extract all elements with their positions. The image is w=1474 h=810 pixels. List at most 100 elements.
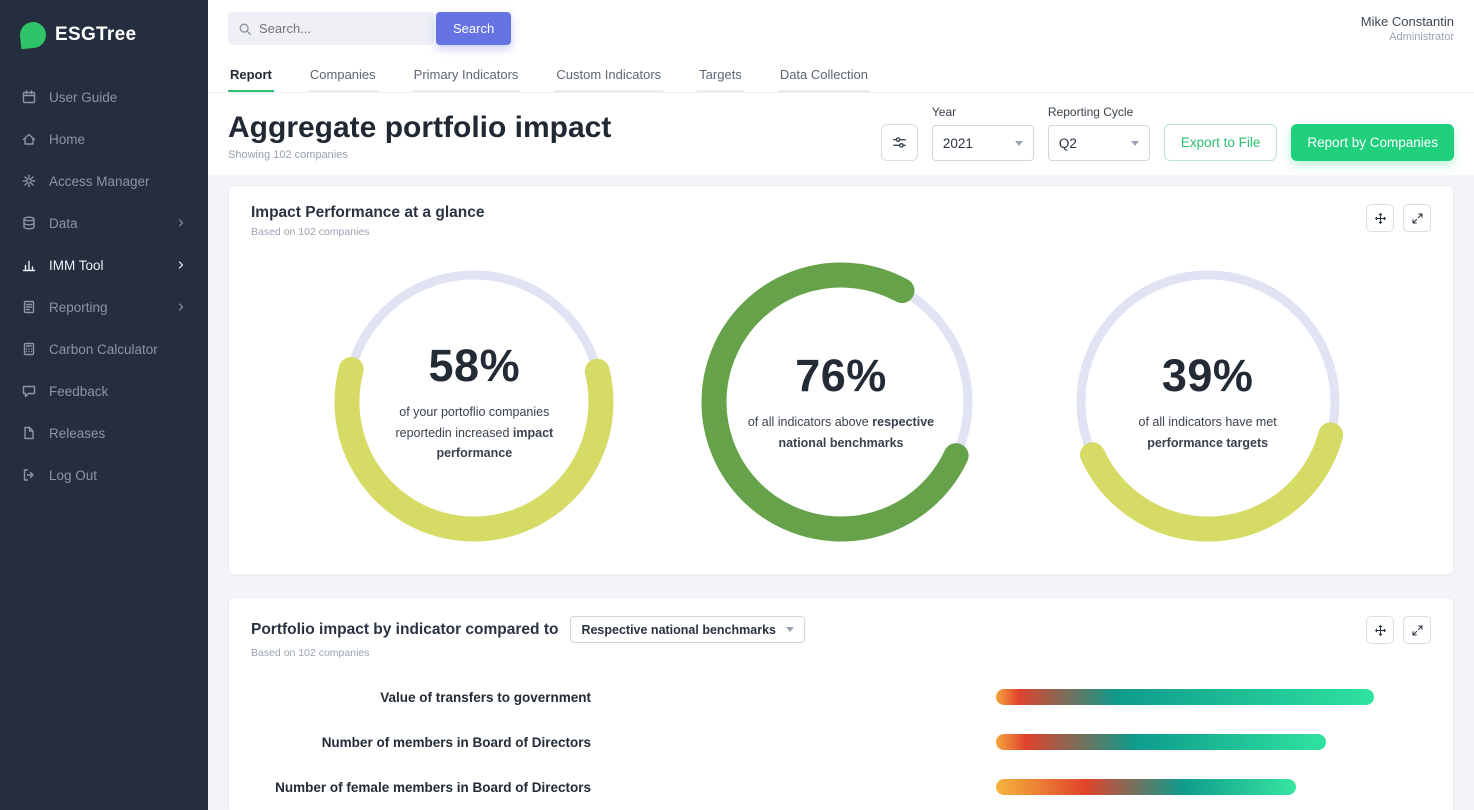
reporting-cycle-label: Reporting Cycle (1047, 105, 1134, 119)
releases-icon (24, 426, 34, 440)
search-input[interactable] (259, 21, 424, 36)
sidebar-item-label: Data (49, 215, 78, 231)
sidebar-item-home[interactable]: Home (0, 118, 208, 160)
sidebar-item-log-out[interactable]: Log Out (0, 454, 208, 496)
page-subtitle: Showing 102 companies (228, 149, 348, 161)
tab-targets[interactable]: Targets (697, 57, 744, 92)
gauge-value: 76% (795, 350, 887, 402)
year-select[interactable]: 2021 (931, 125, 1034, 161)
gauge-caption: of your portoflio companies reportedin i… (395, 405, 554, 461)
reporting-cycle-value: Q2 (1058, 135, 1077, 151)
sidebar-item-label: Releases (49, 425, 106, 441)
topbar: Search Mike Constantin Administrator (208, 0, 1474, 57)
sidebar-item-label: Log Out (49, 467, 98, 483)
tab-primary-indicators[interactable]: Primary Indicators (411, 57, 521, 92)
sidebar-item-imm-tool[interactable]: IMM Tool (0, 244, 208, 286)
home-icon (22, 133, 36, 145)
bar-label: Number of female members in Board of Dir… (275, 779, 591, 795)
filter-button[interactable] (880, 124, 918, 161)
tab-data-collection[interactable]: Data Collection (777, 57, 870, 92)
move-icon (1374, 212, 1386, 224)
gauge-value: 58% (428, 340, 521, 392)
sidebar-item-label: Access Manager (49, 173, 150, 189)
impact-performance-card: Impact Performance at a glance Based on … (228, 185, 1454, 575)
search-box (228, 12, 434, 45)
app-logo: ESGTree (0, 16, 208, 50)
indicator-bar (996, 779, 1296, 795)
sidebar-item-feedback[interactable]: Feedback (0, 370, 208, 412)
feedback-icon (22, 385, 36, 398)
card-title: Portfolio impact by indicator compared t… (251, 620, 559, 638)
portfolio-impact-card: Portfolio impact by indicator compared t… (228, 597, 1454, 810)
bar-row: Number of members in Board of Directors (251, 734, 1431, 750)
calendar-icon (22, 90, 36, 104)
expand-icon (1412, 625, 1422, 635)
leaf-logo-icon (18, 20, 48, 50)
sidebar-item-label: User Guide (49, 89, 118, 105)
bar-chart-icon (22, 260, 36, 272)
indicator-bar-chart: Value of transfers to government Number … (251, 689, 1431, 795)
sidebar-item-label: Feedback (49, 383, 109, 399)
search-button[interactable]: Search (436, 12, 512, 45)
tab-custom-indicators[interactable]: Custom Indicators (554, 57, 664, 92)
gauge-value: 39% (1161, 350, 1254, 402)
sidebar-item-access-manager[interactable]: Access Manager (0, 160, 208, 202)
donut-gauge-met-targets: 39% of all indicators have met performan… (1058, 252, 1358, 552)
sliders-icon (893, 137, 906, 148)
sidebar-item-releases[interactable]: Releases (0, 412, 208, 454)
move-card-button[interactable] (1366, 204, 1394, 232)
bar-row: Number of female members in Board of Dir… (251, 779, 1431, 795)
main-area: Search Mike Constantin Administrator Rep… (208, 0, 1474, 810)
card-subtitle: Based on 102 companies (251, 647, 370, 659)
year-value: 2021 (942, 135, 973, 151)
gear-icon (22, 174, 36, 188)
reporting-cycle-field: Reporting Cycle Q2 (1047, 105, 1150, 161)
sidebar-item-reporting[interactable]: Reporting (0, 286, 208, 328)
sidebar-item-carbon-calculator[interactable]: Carbon Calculator (0, 328, 208, 370)
logout-icon (23, 469, 34, 481)
sidebar-item-data[interactable]: Data (0, 202, 208, 244)
move-card-button[interactable] (1366, 616, 1394, 644)
card-subtitle: Based on 102 companies (251, 226, 370, 238)
reporting-cycle-select[interactable]: Q2 (1047, 125, 1150, 161)
sidebar-nav: User Guide Home Access Manager Data IMM … (0, 76, 208, 496)
content-area: Impact Performance at a glance Based on … (208, 175, 1474, 810)
chevron-down-icon (1130, 140, 1139, 146)
year-label: Year (931, 105, 957, 119)
donut-gauge-chart (334, 262, 614, 542)
sidebar-item-label: Reporting (49, 299, 108, 315)
expand-card-button[interactable] (1403, 616, 1431, 644)
donut-gauge-above-benchmarks: 76% of all indicators above respective n… (691, 252, 991, 552)
year-field: Year 2021 (931, 105, 1034, 161)
report-icon (23, 300, 35, 314)
indicator-bar (996, 689, 1374, 705)
user-name: Mike Constantin (1360, 14, 1454, 29)
user-role: Administrator (1389, 31, 1454, 43)
page-header: Aggregate portfolio impact Showing 102 c… (208, 93, 1474, 175)
bar-row: Value of transfers to government (251, 689, 1431, 705)
chevron-down-icon (1014, 140, 1023, 146)
sidebar-item-label: Carbon Calculator (49, 341, 158, 357)
page-controls: Year 2021 Reporting Cycle Q2 Export to F… (880, 105, 1454, 161)
indicator-bar (996, 734, 1326, 750)
sidebar: ESGTree User Guide Home Access Manager D… (0, 0, 208, 810)
benchmark-comparison-select[interactable]: Respective national benchmarks (570, 616, 805, 643)
page-title: Aggregate portfolio impact (228, 111, 612, 144)
expand-card-button[interactable] (1403, 204, 1431, 232)
sidebar-item-user-guide[interactable]: User Guide (0, 76, 208, 118)
gauge-caption: of all indicators have met performance t… (1138, 415, 1277, 450)
sidebar-item-label: IMM Tool (49, 257, 104, 273)
bar-label: Number of members in Board of Directors (321, 734, 591, 750)
chevron-right-icon (178, 261, 184, 269)
search-icon (239, 23, 251, 35)
gauges-row: 58% of your portoflio companies reported… (251, 238, 1431, 556)
chevron-down-icon (785, 627, 794, 632)
gauge-caption: of all indicators above respective natio… (747, 415, 935, 450)
report-by-companies-button[interactable]: Report by Companies (1291, 124, 1454, 161)
tab-companies[interactable]: Companies (307, 57, 378, 92)
card-title: Impact Performance at a glance (251, 204, 485, 221)
export-to-file-button[interactable]: Export to File (1163, 124, 1278, 161)
tab-report[interactable]: Report (228, 57, 274, 92)
bar-label: Value of transfers to government (380, 689, 591, 705)
expand-icon (1412, 213, 1422, 223)
